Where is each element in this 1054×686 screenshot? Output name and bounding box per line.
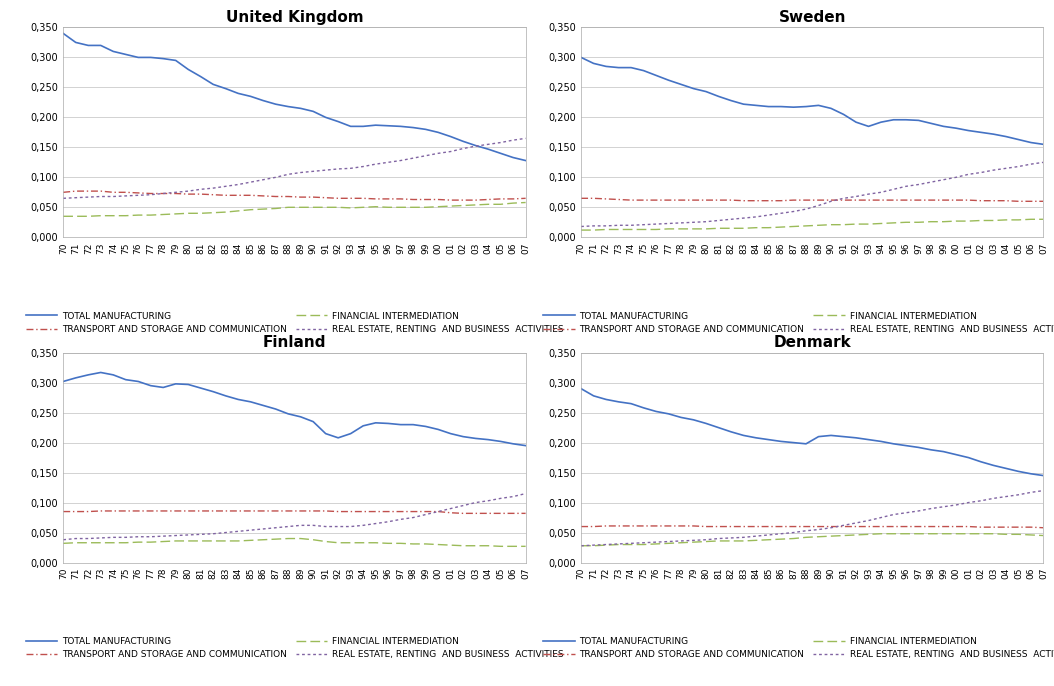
- Legend: TOTAL MANUFACTURING, TRANSPORT AND STORAGE AND COMMUNICATION, FINANCIAL INTERMED: TOTAL MANUFACTURING, TRANSPORT AND STORA…: [22, 308, 567, 338]
- Legend: TOTAL MANUFACTURING, TRANSPORT AND STORAGE AND COMMUNICATION, FINANCIAL INTERMED: TOTAL MANUFACTURING, TRANSPORT AND STORA…: [540, 633, 1054, 663]
- Legend: TOTAL MANUFACTURING, TRANSPORT AND STORAGE AND COMMUNICATION, FINANCIAL INTERMED: TOTAL MANUFACTURING, TRANSPORT AND STORA…: [540, 308, 1054, 338]
- Title: Sweden: Sweden: [779, 10, 846, 25]
- Title: Finland: Finland: [262, 335, 326, 350]
- Title: Denmark: Denmark: [774, 335, 852, 350]
- Title: United Kingdom: United Kingdom: [226, 10, 364, 25]
- Legend: TOTAL MANUFACTURING, TRANSPORT AND STORAGE AND COMMUNICATION, FINANCIAL INTERMED: TOTAL MANUFACTURING, TRANSPORT AND STORA…: [22, 633, 567, 663]
